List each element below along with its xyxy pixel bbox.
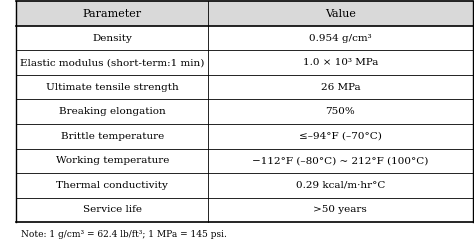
Text: Thermal conductivity: Thermal conductivity <box>56 181 168 190</box>
Text: Ultimate tensile strength: Ultimate tensile strength <box>46 83 179 92</box>
Text: Note: 1 g/cm³ = 62.4 lb/ft³; 1 MPa = 145 psi.: Note: 1 g/cm³ = 62.4 lb/ft³; 1 MPa = 145… <box>21 230 227 239</box>
Text: Service life: Service life <box>83 205 142 214</box>
Text: Working temperature: Working temperature <box>55 156 169 165</box>
Bar <box>17 198 473 222</box>
Text: 0.954 g/cm³: 0.954 g/cm³ <box>309 34 372 43</box>
Bar <box>17 26 473 50</box>
Bar <box>17 99 473 124</box>
Text: Density: Density <box>92 34 132 43</box>
Text: Elastic modulus (short-term:1 min): Elastic modulus (short-term:1 min) <box>20 58 204 67</box>
Text: 0.29 kcal/m·hr°C: 0.29 kcal/m·hr°C <box>296 181 385 190</box>
Text: Value: Value <box>325 9 356 19</box>
Text: Breaking elongation: Breaking elongation <box>59 107 165 116</box>
Bar <box>17 1 473 26</box>
Bar <box>17 75 473 99</box>
Text: Brittle temperature: Brittle temperature <box>61 132 164 141</box>
Text: 750%: 750% <box>326 107 355 116</box>
Text: ≤–94°F (–70°C): ≤–94°F (–70°C) <box>299 132 382 141</box>
Text: Parameter: Parameter <box>82 9 142 19</box>
Text: 26 MPa: 26 MPa <box>320 83 360 92</box>
Text: 1.0 × 10³ MPa: 1.0 × 10³ MPa <box>302 58 378 67</box>
Text: >50 years: >50 years <box>313 205 367 214</box>
Text: −112°F (–80°C) ~ 212°F (100°C): −112°F (–80°C) ~ 212°F (100°C) <box>252 156 428 165</box>
Bar <box>17 50 473 75</box>
Bar <box>17 124 473 149</box>
Bar <box>17 149 473 173</box>
Bar <box>17 173 473 198</box>
